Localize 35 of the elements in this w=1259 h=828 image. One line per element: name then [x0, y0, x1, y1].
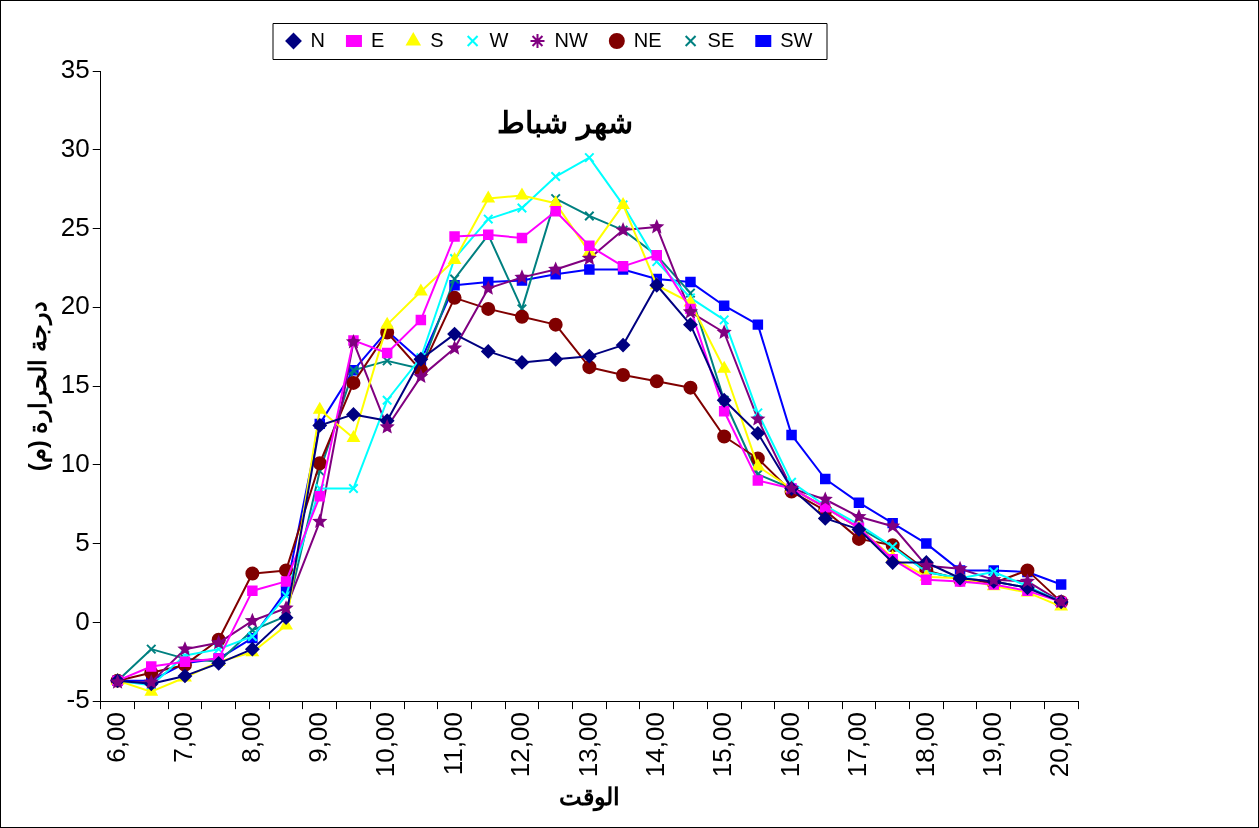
x-tick-label: 8,00 [235, 712, 266, 763]
legend-label: NE [633, 28, 662, 51]
x-tick-label: 18,00 [909, 712, 940, 778]
y-tick-label: -5 [66, 684, 90, 715]
y-tick-label: 35 [60, 54, 90, 85]
x-tick-label: 14,00 [639, 712, 670, 778]
text: شهر شباط [497, 106, 633, 142]
x-tick-label: 13,00 [572, 712, 603, 778]
x-axis-title: الوقت [558, 783, 620, 813]
legend-label: N [310, 28, 325, 51]
x-tick-label: 16,00 [774, 712, 805, 778]
legend-label: S [430, 28, 444, 51]
x-tick-label: 9,00 [302, 712, 333, 763]
y-tick-label: 30 [60, 132, 90, 163]
x-tick-label: 12,00 [505, 712, 536, 778]
legend-label: W [489, 28, 509, 51]
legend-label: SE [707, 28, 735, 51]
y-tick-label: 25 [60, 211, 90, 242]
y-tick-label: 10 [60, 448, 90, 479]
y-tick-label: 0 [75, 605, 90, 636]
x-tick-label: 6,00 [100, 712, 131, 763]
x-tick-label: 7,00 [168, 712, 199, 763]
y-tick-label: 15 [60, 369, 90, 400]
y-tick-label: 5 [75, 526, 90, 557]
x-tick-label: 11,00 [437, 712, 468, 776]
x-tick-label: 10,00 [370, 712, 401, 778]
x-tick-label: 20,00 [1044, 712, 1075, 778]
legend-label: NW [554, 28, 588, 51]
y-axis-title: درجة الحرارة (م) [24, 300, 54, 472]
legend-label: E [370, 28, 385, 51]
x-tick-label: 19,00 [976, 712, 1007, 778]
y-tick-label: 20 [60, 290, 90, 321]
x-tick-label: 17,00 [842, 712, 873, 778]
legend-label: SW [780, 28, 813, 51]
x-tick-label: 15,00 [707, 712, 738, 778]
